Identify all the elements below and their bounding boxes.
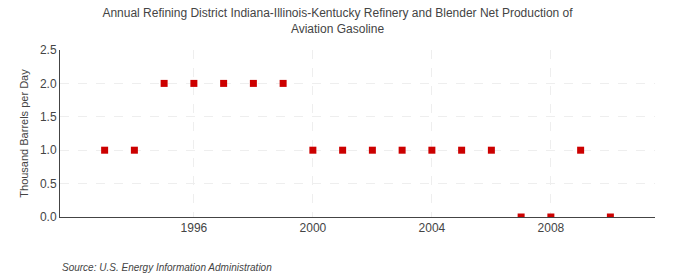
svg-text:1.0: 1.0 (40, 143, 57, 157)
svg-text:2.0: 2.0 (40, 77, 57, 91)
svg-text:Source: U.S. Energy Informatio: Source: U.S. Energy Information Administ… (62, 262, 272, 273)
svg-text:2004: 2004 (419, 221, 446, 235)
svg-text:Thousand Barrels per Day: Thousand Barrels per Day (18, 69, 30, 198)
svg-text:2000: 2000 (300, 221, 327, 235)
svg-text:0.0: 0.0 (40, 210, 57, 224)
svg-text:Annual Refining District India: Annual Refining District Indiana-Illinoi… (102, 6, 573, 36)
svg-text:0.5: 0.5 (40, 177, 57, 191)
svg-text:2.5: 2.5 (40, 43, 57, 57)
svg-text:2008: 2008 (538, 221, 565, 235)
svg-text:1.5: 1.5 (40, 110, 57, 124)
svg-text:1996: 1996 (181, 221, 208, 235)
